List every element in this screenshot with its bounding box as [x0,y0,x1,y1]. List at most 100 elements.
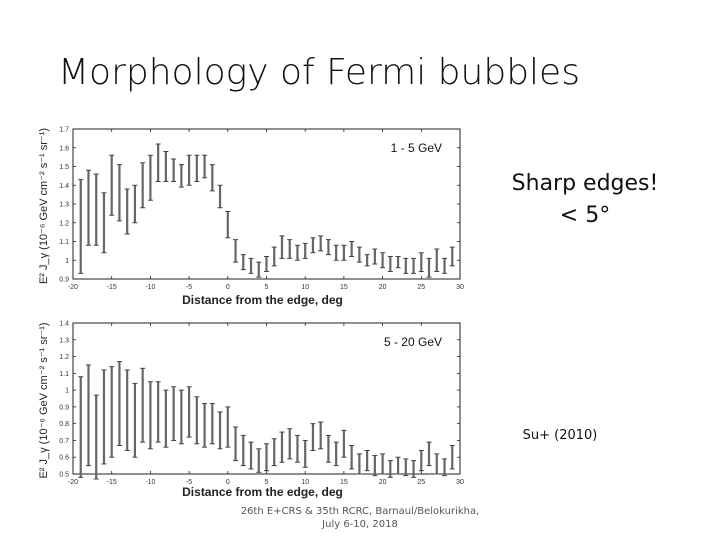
x-tick-label: -20 [68,284,78,291]
edge-width-text: < 5° [559,203,611,228]
error-bar [387,256,393,272]
error-bar [194,396,200,445]
error-bar [310,237,316,254]
error-bar [387,460,393,478]
error-bar [248,257,254,274]
y-tick-label: 1.2 [59,220,69,227]
y-tick-label: 0.5 [59,472,69,479]
error-bar [302,439,308,468]
error-bar [442,257,448,274]
x-tick-label: 25 [417,479,425,486]
error-bar [341,429,347,458]
error-bar [132,184,138,224]
error-bar [442,458,448,477]
error-bar [101,192,107,254]
x-tick-label: 15 [340,284,348,291]
error-bar [426,441,432,467]
sharp-edges-note: Sharp edges! < 5° [500,168,670,232]
error-bar [418,252,424,272]
error-bar [240,254,246,271]
x-tick-label: 5 [265,284,269,291]
x-tick-label: 15 [340,479,348,486]
error-bar [356,246,362,263]
y-tick-label: 1 [65,388,69,395]
error-bar [403,458,409,477]
x-tick-label: 10 [301,479,309,486]
error-bar [380,453,386,475]
y-tick-label: 1.6 [59,145,69,152]
error-bar [395,456,401,475]
y-tick-label: 1.5 [59,164,69,171]
x-tick-label: 20 [379,284,387,291]
x-tick-label: 10 [301,284,309,291]
x-tick-label: -5 [186,284,192,291]
x-tick-label: 25 [417,284,425,291]
y-tick-label: 0.9 [59,404,69,411]
error-bar [271,438,277,467]
error-bar [163,389,169,448]
x-tick-label: -10 [145,479,155,486]
error-bar [202,403,208,448]
error-bar [264,443,269,472]
error-bar [109,154,115,216]
footer-dates: July 6-10, 2018 [322,519,398,530]
y-tick-label: 1.4 [59,183,69,190]
error-bar [333,441,339,467]
error-bar [434,453,440,475]
error-bar [124,188,130,235]
error-bar [341,244,347,261]
error-bar [240,434,246,467]
error-bar [93,394,99,480]
error-bar [109,366,115,458]
error-bar [85,169,91,246]
error-bar [449,246,455,267]
error-bar [380,252,386,269]
error-bar [349,241,355,257]
error-bar [256,261,262,278]
error-bar [395,256,401,269]
error-bar [325,239,331,256]
error-bar [225,406,231,448]
error-bar [233,426,239,462]
error-bar [140,367,146,443]
x-axis-label: Distance from the edge, deg [182,293,343,307]
error-bar [256,448,262,473]
y-tick-label: 0.7 [59,438,69,445]
error-bar [209,403,215,445]
x-tick-label: 5 [265,479,269,486]
y-tick-label: 1.7 [59,127,69,134]
error-bar [186,386,192,438]
error-bar [264,256,269,272]
y-tick-label: 1.4 [59,321,69,328]
error-bar [147,154,153,201]
error-bar [372,248,378,265]
error-bar [85,364,91,467]
y-axis-label: E² J_γ (10⁻⁶ GeV cm⁻² s⁻¹ sr⁻¹) [38,128,50,284]
error-bar [178,164,184,188]
error-bar [318,235,324,252]
error-bar [287,428,293,460]
error-bar [132,382,138,458]
error-bar [101,369,107,465]
error-bar [116,164,122,222]
error-bar [78,376,84,478]
x-tick-label: -20 [68,479,78,486]
y-tick-label: 1.3 [59,337,69,344]
error-bar [209,164,215,192]
error-bar [411,257,417,274]
x-tick-label: -15 [107,479,117,486]
error-bar [349,444,355,470]
error-bar [333,244,339,261]
x-tick-label: -10 [145,284,155,291]
x-axis-label: Distance from the edge, deg [182,485,343,499]
error-bar [302,242,308,259]
error-bar [147,381,153,450]
error-bar [178,389,184,445]
x-tick-label: 0 [226,479,230,486]
error-bar [163,151,169,182]
error-bar [155,381,161,443]
error-bar [364,450,370,472]
error-bar [140,162,146,209]
error-bar [248,441,254,470]
